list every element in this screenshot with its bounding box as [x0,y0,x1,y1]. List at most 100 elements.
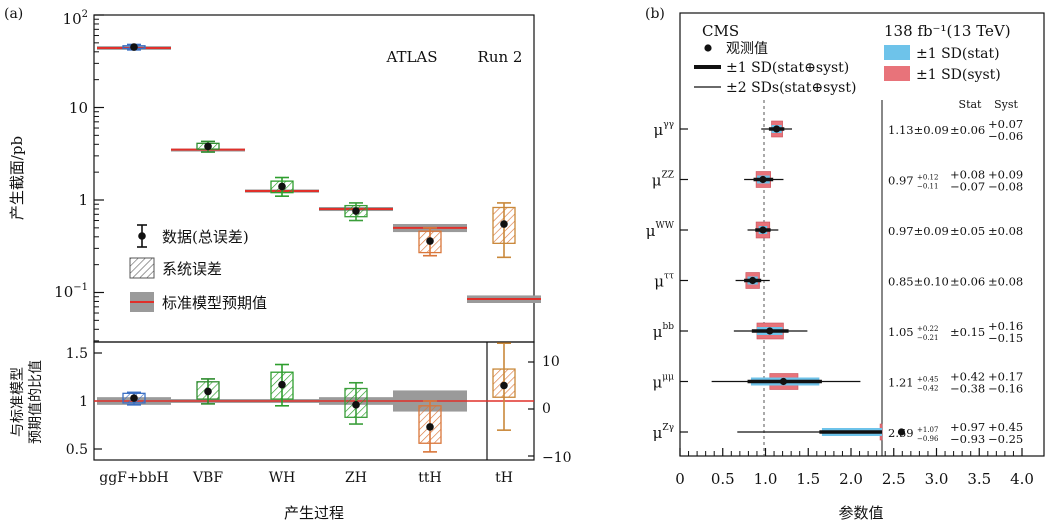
legend-stat-label: ±1 SD(stat) [916,46,1000,62]
panel-b-x-axis: 0 0.5 1.0 1.5 2.0 2.5 3.0 3.5 4.0 [675,448,1034,488]
row-μbb: μbb 1.05 +0.22−0.21 ±0.15 +0.16−0.15 [653,319,1024,345]
ratio-tick-1.5: 1.5 [66,346,88,362]
legend-data-label: 数据(总误差) [162,228,249,246]
syst-up-μZγ: +0.45 [988,420,1023,434]
panel-b-label: (b) [645,6,665,22]
row-μZγ: μZγ 2.59 +1.07−0.96 +0.97−0.93+0.45−0.25 [653,420,1024,446]
row-μττ: μττ 0.85±0.10 ±0.06 ±0.08 [654,272,1023,291]
th-axis-tick-0: 0 [542,401,551,417]
value-text-μZγ: 2.59 [888,426,914,440]
th-axis-tick-minus10: −10 [542,450,572,466]
stat-text-μττ: ±0.06 [950,275,985,289]
value-text-μWW: 0.97±0.09 [888,224,949,238]
observed-point-μμμ [779,377,788,386]
legend-syst-label: ±1 SD(syst) [916,67,1001,83]
syst-down-μZZ: −0.08 [988,180,1023,194]
stat-up-μZγ: +0.97 [950,420,985,434]
y-tick-label-1: 1 [78,191,88,209]
panel-b-xlabel: 参数值 [838,504,883,522]
legend-1sd-label: ±1 SD(stat⊕syst) [726,60,849,76]
data-point-VBF [204,142,212,151]
value-down-μbb: −0.21 [917,334,938,342]
param-label-μττ: μττ [654,272,674,291]
data-point-WH [278,182,286,191]
category-labels: ggF+bbH VBF WH ZH ttH tH [99,470,513,486]
legend-observed-label: 观测值 [726,41,768,57]
legend-stat-swatch [884,45,910,60]
row-μWW: μWW 0.97±0.09 ±0.05 ±0.08 [646,221,1024,240]
stat-up-μZZ: +0.08 [950,168,985,182]
value-down-μμμ: −0.42 [917,385,938,393]
panel-a: (a) 102 10 1 10−1 产生截面/pb 与标准模型 预期值的比值 A… [4,6,572,522]
legend-syst-swatch [884,66,910,81]
header-stat: Stat [959,98,983,111]
x-tick-label: 2.5 [882,470,906,488]
value-down-μZZ: −0.11 [917,183,938,191]
param-label-μγγ: μγγ [653,120,674,139]
panel-a-label: (a) [4,6,23,22]
row-μγγ: μγγ 1.13±0.09 ±0.06 +0.07−0.06 [653,117,1023,143]
ratio-point-WH [278,380,286,389]
y-tick-label-0.1: 10−1 [54,282,88,301]
stat-down-μZZ: −0.07 [950,180,985,194]
y-tick-label-10: 10 [69,99,88,117]
legend-observed-marker [704,44,712,52]
x-tick-label: 0 [675,470,685,488]
x-tick-label: 0.5 [711,470,735,488]
panel-b: (b) CMS 138 fb⁻¹(13 TeV) 观测值 ±1 SD(stat⊕… [645,6,1045,522]
stat-down-μμμ: −0.38 [950,382,985,396]
ratio-point-tH [500,381,508,390]
syst-up-μμμ: +0.17 [988,370,1023,384]
observed-point-μbb [766,327,774,335]
observed-point-μZZ [759,175,767,184]
legend-2sd-label: ±2 SDs(stat⊕syst) [726,80,856,96]
ratio-point-ttH [426,423,434,431]
top-y-tick-marks [94,14,104,342]
param-label-μZγ: μZγ [653,423,674,442]
stat-up-μμμ: +0.42 [950,370,985,384]
legend-data-marker [137,224,147,248]
ratio-point-ggF+bbH [130,394,138,402]
observed-point-μγγ [773,125,781,133]
observed-point-μWW [759,226,767,234]
row-μμμ: μμμ 1.21 +0.45−0.42 +0.42−0.38+0.17−0.16 [653,370,1024,396]
syst-down-μbb: −0.15 [988,331,1023,345]
ratio-point-ZH [352,401,360,409]
annotation-run2: Run 2 [478,48,523,66]
category-label-ttH: ttH [418,470,441,486]
panel-b-legend: 观测值 ±1 SD(stat⊕syst) ±2 SDs(stat⊕syst) ±… [694,41,1001,96]
value-text-μμμ: 1.21 [888,376,914,390]
syst-text-μWW: ±0.08 [988,224,1023,238]
panel-a-ylabel-bottom-2: 预期值的比值 [28,360,44,444]
stat-text-μWW: ±0.05 [950,224,985,238]
panel-a-top-frame [93,14,535,343]
value-up-μμμ: +0.45 [917,376,938,384]
stat-text-μbb: ±0.15 [950,325,985,339]
cross-section-marks [97,43,541,303]
cms-label: CMS [702,22,739,40]
syst-up-μZZ: +0.09 [988,168,1023,182]
param-label-μZZ: μZZ [652,171,674,190]
panel-a-ylabel-top: 产生截面/pb [8,136,26,220]
y-tick-label-100: 102 [63,9,88,28]
legend-sm-label: 标准模型预期值 [162,294,267,312]
panel-a-xlabel: 产生过程 [284,504,344,522]
category-label-WH: WH [269,470,296,486]
ratio-tick-0.5: 0.5 [66,442,88,458]
value-up-μZZ: +0.12 [917,174,938,182]
param-label-μμμ: μμμ [653,373,675,392]
value-text-μbb: 1.05 [888,325,914,339]
row-μZZ: μZZ 0.97 +0.12−0.11 +0.08−0.07+0.09−0.08 [652,168,1024,194]
syst-down-μZγ: −0.25 [988,432,1023,446]
x-tick-label: 4.0 [1010,470,1034,488]
x-tick-label: 1.0 [754,470,778,488]
stat-text-μγγ: ±0.06 [950,123,985,137]
param-label-μWW: μWW [646,221,675,240]
panel-a-ylabel-bottom-1: 与标准模型 [10,367,26,437]
data-point-tH [500,220,508,228]
data-point-ggF+bbH [130,43,138,51]
ratio-point-VBF [204,387,212,396]
value-text-μZZ: 0.97 [888,174,914,188]
